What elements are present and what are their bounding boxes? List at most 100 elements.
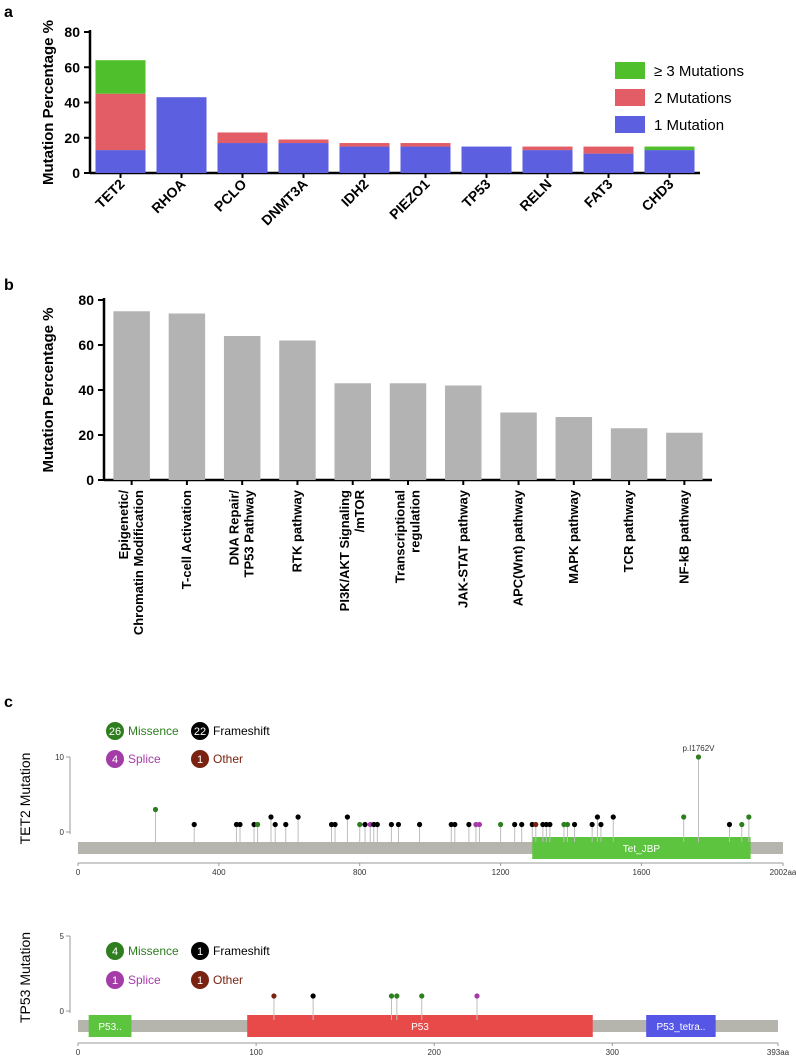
lollipop-head-frameshift [571, 821, 578, 828]
bar-dnmt3a-1-mutation [278, 143, 329, 173]
y-tick-label: 80 [64, 24, 80, 40]
domain-tet-jbp [532, 837, 751, 859]
domain-p53- [88, 1015, 132, 1037]
legend-label: Splice [128, 752, 161, 766]
lollipop-head-missence [497, 821, 504, 828]
lollipop-head-missence [695, 754, 702, 760]
domain-p53 [247, 1015, 593, 1037]
legend-count: 1 [197, 946, 203, 958]
x-tick-label: 2002aa [770, 868, 796, 877]
lollipop-head-frameshift [310, 993, 316, 999]
bar-chd3-1-mutation [644, 150, 695, 173]
legend-badge [106, 971, 124, 989]
legend-swatch [615, 62, 645, 79]
x-tick-label: 300 [606, 1048, 620, 1057]
lollipop-head-frameshift [374, 821, 380, 828]
bar-tp53-1-mutation [461, 146, 512, 173]
bar-rhoa-1-mutation [156, 97, 207, 173]
domain-label: Tet_JBP [623, 844, 661, 855]
x-tick-label: CHD3 [638, 176, 676, 214]
x-tick-label: 1600 [633, 868, 651, 877]
y-axis-title: Mutation Percentage % [40, 20, 57, 185]
legend-count: 1 [197, 754, 203, 766]
legend-badge [191, 942, 209, 960]
x-tick-label: 100 [249, 1048, 263, 1057]
legend-badge [191, 971, 209, 989]
legend-badge [106, 722, 124, 740]
legend-label: Other [213, 752, 243, 766]
domain-label: P53_tetra.. [656, 1022, 705, 1033]
lollipop-head-frameshift [416, 821, 423, 828]
bar-fat3-1-mutation [583, 153, 634, 173]
lollipop-head-missence [746, 814, 752, 820]
domain-label: P53.. [98, 1022, 121, 1033]
x-tick-label: PI3K/AKT Signaling [337, 490, 352, 611]
bar-pathway-0 [113, 311, 150, 480]
lollipop-head-missence [254, 821, 261, 828]
x-tick-label: 0 [76, 868, 81, 877]
lollipop-head-frameshift [332, 821, 338, 828]
y-tick-label: 60 [64, 59, 80, 75]
bar-reln-2-mutations [522, 146, 573, 151]
bar-piezo1-2-mutations [400, 143, 451, 147]
bar-fat3-2-mutations [583, 146, 634, 154]
x-tick-label: NF-kB pathway [676, 489, 691, 584]
x-tick-label: TCR pathway [621, 489, 636, 572]
x-tick-label: DNMT3A [258, 176, 311, 229]
legend-swatch [615, 89, 645, 106]
legend-label: Missence [128, 944, 179, 958]
legend-count: 1 [197, 975, 203, 987]
lollipop-head-frameshift [362, 821, 368, 828]
x-tick-label: 393aa [767, 1048, 790, 1057]
x-tick-label: TET2 [92, 176, 128, 212]
legend-count: 22 [194, 726, 206, 738]
x-tick-label: 800 [353, 868, 367, 877]
lollipop-head-frameshift [610, 814, 616, 820]
bar-pclo-1-mutation [217, 143, 268, 173]
legend-label: Splice [128, 973, 161, 987]
panel-letter-a: a [4, 4, 13, 21]
legend-label: 2 Mutations [654, 90, 732, 107]
y-tick-label: 40 [78, 382, 94, 398]
lollipop-head-missence [681, 814, 687, 820]
x-tick-label: PCLO [211, 176, 250, 215]
x-tick-label: 0 [76, 1048, 81, 1057]
legend-badge [191, 750, 209, 768]
lollipop-head-frameshift [388, 821, 395, 828]
lollipop-head-missence [394, 993, 400, 999]
legend-count: 1 [112, 975, 118, 987]
x-tick-label: JAK-STAT pathway [455, 489, 470, 608]
chart-a-mutation-by-gene: 0 20 40 60 80 Mutation Percentage % TET2 RHOA PC… [40, 20, 744, 228]
y-tick-label: 40 [64, 95, 80, 111]
y-tick-label: 60 [78, 337, 94, 353]
lollipop-head-missence [564, 821, 571, 828]
x-tick-label: FAT3 [581, 176, 616, 211]
x-tick-label: IDH2 [338, 176, 372, 210]
lollipop-head-splice [474, 993, 480, 999]
x-tick-label: DNA Repair/ [227, 490, 242, 566]
bar-dnmt3a-2-mutations [278, 139, 329, 144]
bar-tet2-1-mutation [95, 150, 146, 173]
bar-pathway-9 [610, 428, 648, 480]
lollipop-head-missence [739, 821, 745, 828]
bar-pathway-6 [445, 385, 482, 480]
panel-letter-b: b [4, 277, 14, 294]
bar-pathway-8 [555, 417, 593, 480]
x-tick-label: RELN [516, 176, 554, 214]
x-tick-label: Transcriptional [393, 490, 408, 583]
lollipop-head-frameshift [466, 821, 472, 828]
y-tick-label: 0 [86, 472, 94, 488]
lollipop-head-other [271, 993, 277, 999]
legend-swatch [615, 116, 645, 133]
y-axis-title: TET2 Mutation [17, 753, 33, 845]
legend-label: Frameshift [213, 944, 270, 958]
x-tick-label: Epigenetic/ [116, 490, 131, 560]
x-tick-label: 400 [212, 868, 226, 877]
lollipop-head-frameshift [237, 821, 243, 828]
lollipop-head-frameshift [344, 814, 350, 820]
x-tick-label: regulation [408, 490, 423, 553]
lollipop-head-other [533, 821, 539, 828]
lollipop-head-missence [419, 993, 425, 999]
y-tick-label: 5 [60, 932, 65, 941]
